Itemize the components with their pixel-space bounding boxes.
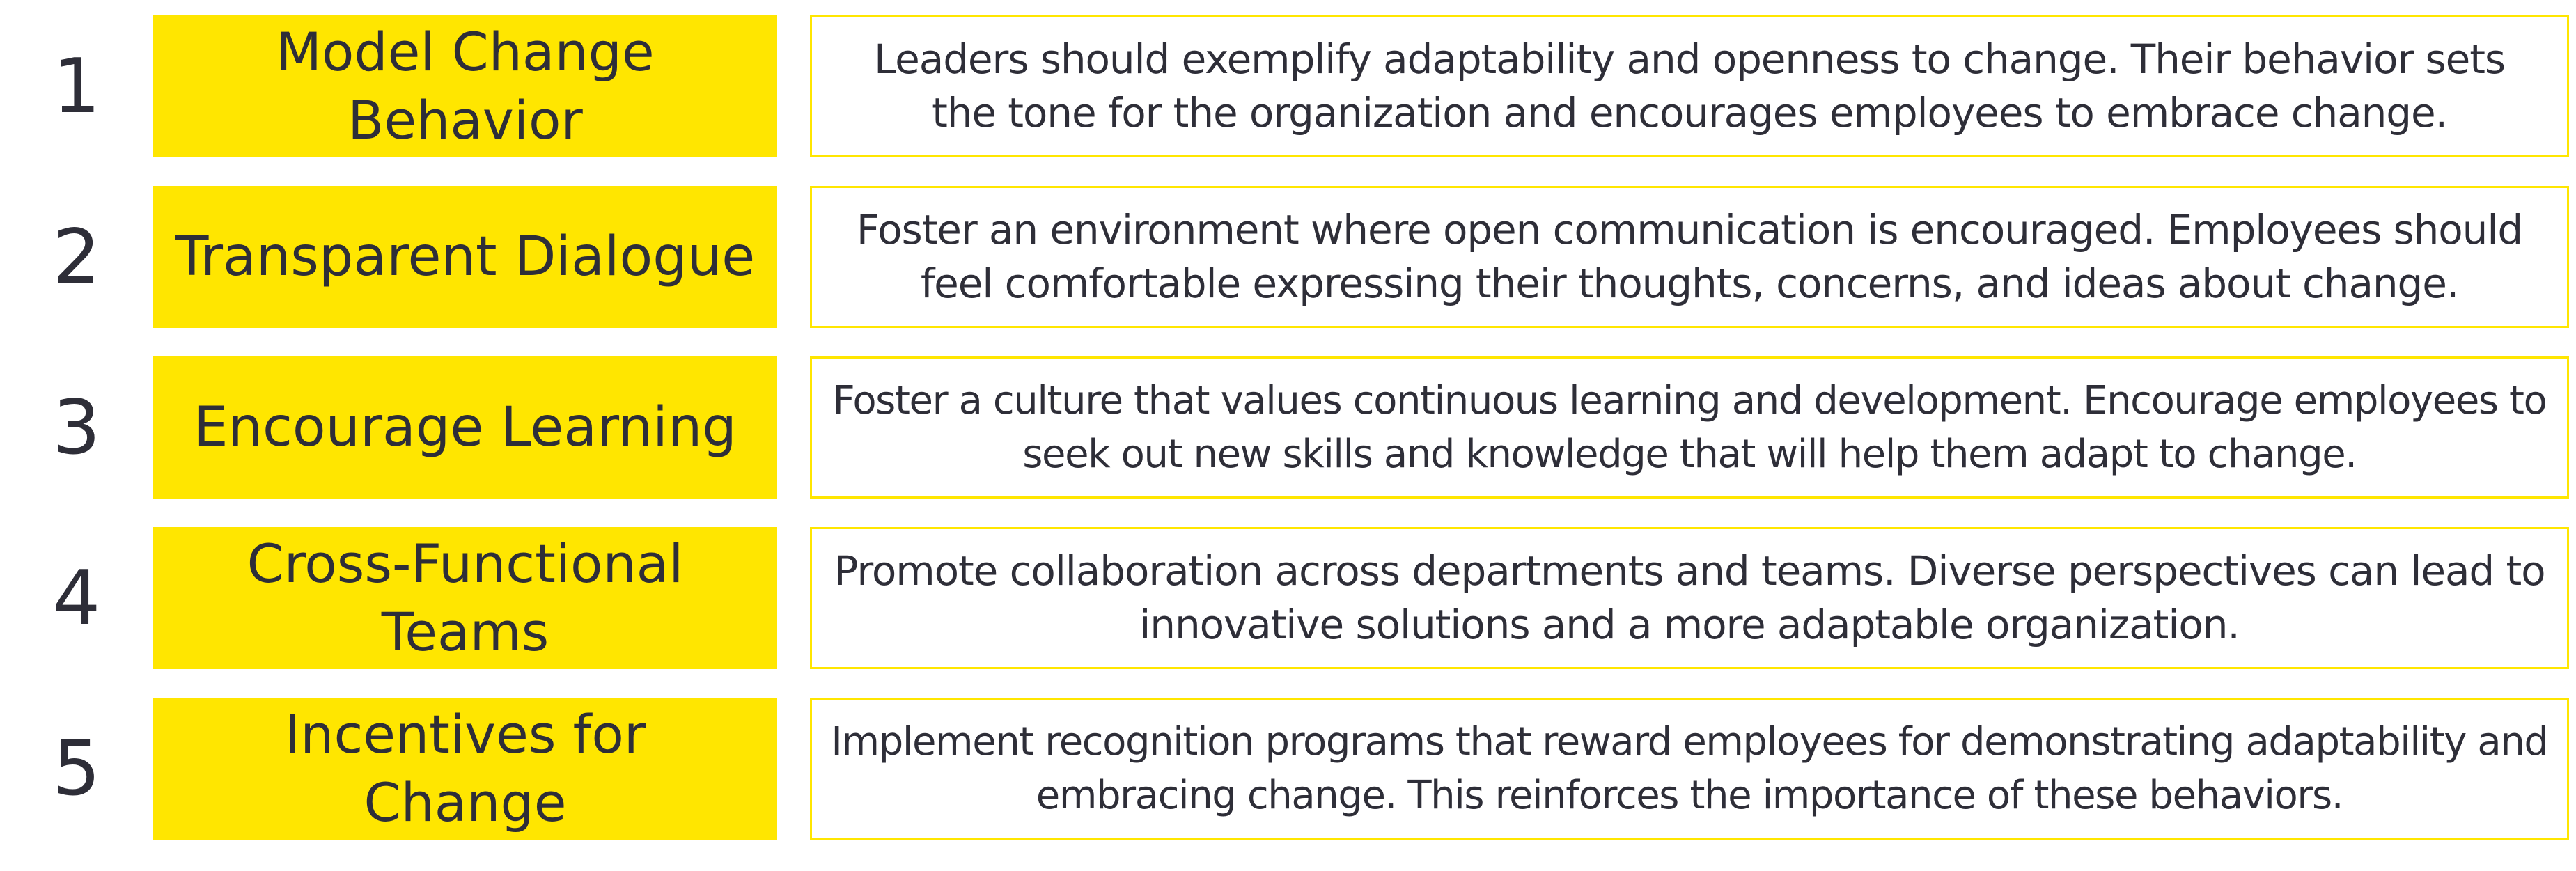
step-number: 1	[52, 42, 101, 130]
step-row-3: 3 Encourage Learning Foster a culture th…	[0, 356, 2576, 499]
step-title-box: Incentives for Change	[153, 698, 777, 840]
step-title: Encourage Learning	[194, 396, 737, 459]
step-description-box: Implement recognition programs that rewa…	[810, 698, 2569, 840]
step-number: 5	[52, 725, 101, 813]
step-row-5: 5 Incentives for Change Implement recogn…	[0, 698, 2576, 840]
step-description: Foster a culture that values continuous …	[832, 378, 2547, 477]
step-description: Foster an environment where open communi…	[856, 206, 2523, 307]
step-title: Incentives for Change	[284, 703, 646, 833]
step-title-box: Model Change Behavior	[153, 15, 777, 157]
step-description-box: Foster a culture that values continuous …	[810, 356, 2569, 499]
step-description: Promote collaboration across departments…	[834, 547, 2546, 648]
step-number: 2	[52, 213, 101, 301]
step-description-box: Leaders should exemplify adaptability an…	[810, 15, 2569, 157]
step-row-4: 4 Cross-Functional Teams Promote collabo…	[0, 527, 2576, 669]
step-number: 3	[52, 384, 101, 471]
step-title: Model Change Behavior	[276, 21, 655, 151]
step-description: Leaders should exemplify adaptability an…	[873, 36, 2506, 136]
step-number: 4	[52, 554, 101, 642]
step-title-box: Transparent Dialogue	[153, 186, 777, 328]
step-row-1: 1 Model Change Behavior Leaders should e…	[0, 15, 2576, 157]
step-title-box: Encourage Learning	[153, 356, 777, 499]
step-title: Cross-Functional Teams	[247, 533, 684, 663]
step-description: Implement recognition programs that rewa…	[831, 719, 2549, 818]
step-description-box: Promote collaboration across departments…	[810, 527, 2569, 669]
step-title-box: Cross-Functional Teams	[153, 527, 777, 669]
step-title: Transparent Dialogue	[175, 226, 756, 288]
step-row-2: 2 Transparent Dialogue Foster an environ…	[0, 186, 2576, 328]
step-description-box: Foster an environment where open communi…	[810, 186, 2569, 328]
